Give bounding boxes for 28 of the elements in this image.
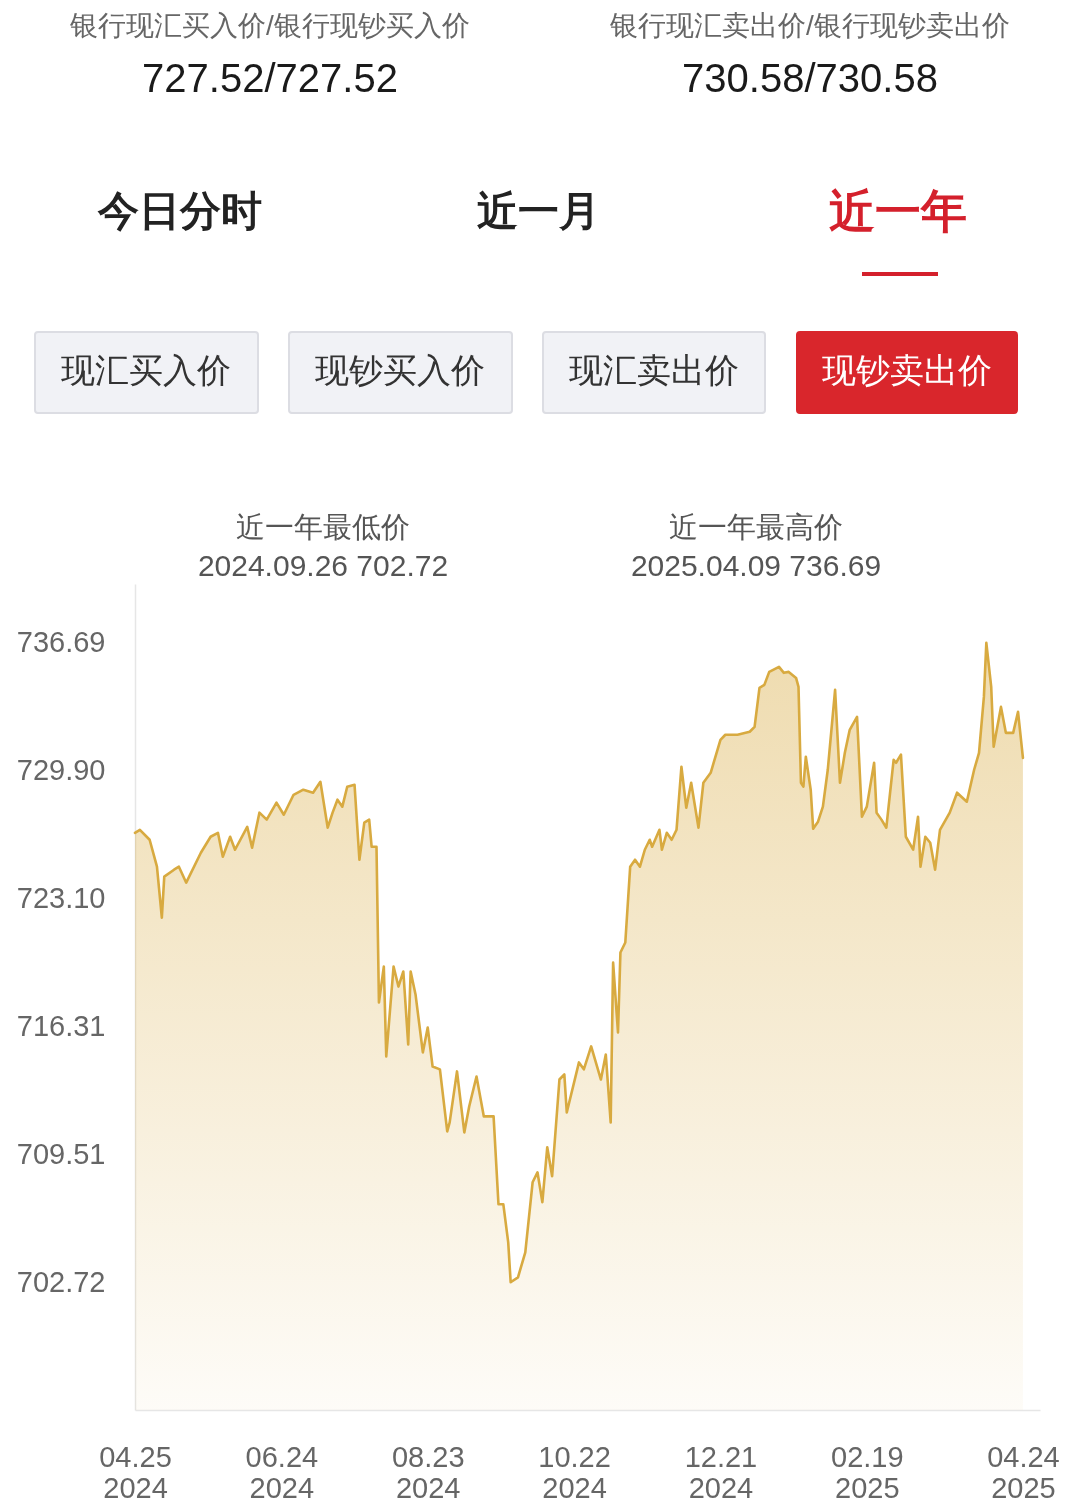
- text: 727.52/727.52: [142, 56, 398, 100]
- text: 现汇买入价: [61, 351, 231, 389]
- text: 今日分时: [97, 188, 262, 234]
- y-tick-label: 716.31: [16, 1009, 106, 1042]
- text: 2024.09.26 702.72: [197, 549, 449, 582]
- text: 现钞买入价: [315, 351, 485, 389]
- text: 现钞卖出价: [822, 351, 992, 389]
- text: 近一月: [476, 188, 600, 234]
- x-tick-label: 10.22 2024: [538, 1440, 611, 1504]
- x-tick-label: 06.24 2024: [245, 1440, 319, 1504]
- x-tick-label: 08.23 2024: [391, 1440, 465, 1504]
- text: 银行现汇卖出价/银行现钞卖出价: [609, 10, 1010, 41]
- text: 730.58/730.58: [682, 56, 938, 100]
- text: 银行现汇买入价/银行现钞买入价: [69, 10, 470, 41]
- x-tick-label: 04.25 2024: [99, 1440, 172, 1504]
- text: 近一年: [829, 185, 967, 237]
- text: 现汇卖出价: [569, 351, 739, 389]
- x-tick-label: 02.19 2025: [831, 1440, 904, 1504]
- y-tick-label: 729.90: [16, 754, 106, 787]
- x-tick-label: 12.21 2024: [684, 1440, 758, 1504]
- y-tick-label: 736.69: [16, 626, 106, 659]
- text: 近一年最高价: [669, 511, 843, 543]
- y-tick-label: 709.51: [16, 1137, 106, 1170]
- x-tick-label: 04.24 2025: [987, 1440, 1060, 1504]
- text: 近一年最低价: [236, 511, 410, 543]
- text: 2025.04.09 736.69: [630, 549, 882, 582]
- y-tick-label: 723.10: [16, 882, 106, 915]
- y-tick-label: 702.72: [16, 1265, 106, 1298]
